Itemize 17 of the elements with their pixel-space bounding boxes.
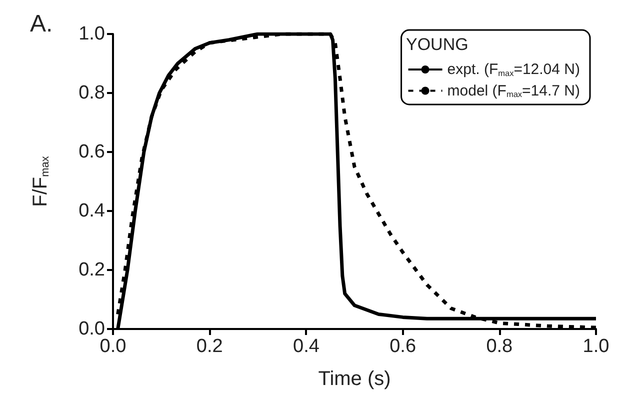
y-tick-label: 0.6 [78,142,105,162]
y-tick-label: 0.8 [78,82,105,104]
line-series [116,32,598,331]
legend-label: expt. (Fmax=12.04 N) [447,61,580,78]
x-tick-label: 0.4 [292,336,320,357]
y-tick-label: 0.4 [78,200,106,222]
y-axis-title: F/Fmax [30,156,52,207]
legend-title: YOUNG [406,35,468,54]
x-tick-label: 0.2 [196,336,223,357]
x-tick-label: 0.6 [390,336,416,357]
x-axis-title: Time (s) [318,368,391,390]
x-tick-label: 0.8 [486,336,513,357]
y-tick-label: 0.2 [78,260,105,280]
legend-label: model (Fmax=14.7 N) [447,82,580,100]
y-tick-label: 1.0 [78,24,105,44]
text: A. [30,10,53,38]
x-tick-label: 1.0 [582,336,610,357]
